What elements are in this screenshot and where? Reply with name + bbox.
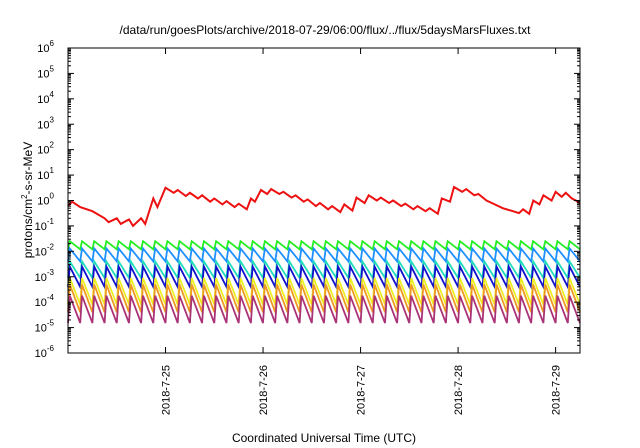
y-tick-label: 105	[37, 64, 54, 80]
y-tick-label: 10-3	[35, 268, 55, 284]
x-tick-label: 2018-7-25	[161, 365, 173, 415]
y-tick-label: 106	[37, 39, 54, 55]
series-line-3	[67, 246, 581, 264]
x-tick-label: 2018-7-27	[356, 365, 368, 415]
x-axis-ticks: 2018-7-25 2018-7-26 2018-7-27 2018-7-28 2018…	[161, 48, 563, 415]
series-line-8	[67, 295, 581, 324]
y-tick-label: 10-1	[35, 217, 55, 233]
x-tick-label: 2018-7-28	[453, 365, 465, 415]
x-tick-label: 2018-7-26	[258, 365, 270, 415]
series-group	[67, 185, 581, 324]
x-tick-label: 2018-7-29	[551, 365, 563, 415]
y-tick-label: 10-4	[35, 293, 55, 309]
series-line-5	[67, 263, 581, 291]
series-line-2	[67, 239, 581, 251]
y-tick-label: 103	[37, 115, 54, 131]
y-tick-label: 10-6	[35, 344, 55, 360]
y-tick-label: 100	[37, 192, 54, 208]
y-tick-label: 10-2	[35, 242, 55, 258]
y-tick-label: 104	[37, 90, 54, 106]
y-tick-label: 102	[37, 141, 54, 157]
x-axis-label: Coordinated Universal Time (UTC)	[232, 431, 416, 445]
y-tick-label: 101	[37, 166, 54, 182]
plot-frame	[67, 47, 581, 354]
y-axis-label: protons/cm2-s-sr-MeV	[20, 142, 35, 258]
y-tick-label: 10-5	[35, 319, 55, 335]
series-line-1	[67, 185, 581, 228]
chart-title: /data/run/goesPlots/archive/2018-07-29/0…	[120, 23, 532, 37]
